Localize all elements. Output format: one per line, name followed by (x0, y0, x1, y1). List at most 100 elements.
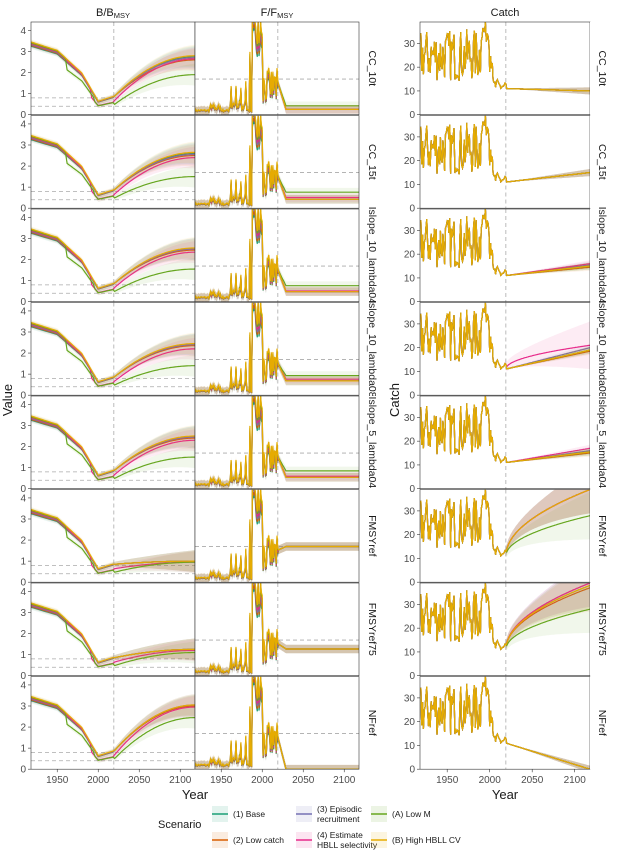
y-tick-label: 20 (404, 343, 416, 354)
y-tick-label: 30 (404, 226, 416, 237)
y-tick-label: 1 (20, 650, 26, 661)
strip-background (360, 209, 384, 302)
y-tick-label: 3 (20, 234, 26, 245)
series-line-(B) High HBLL CV (195, 396, 359, 488)
ribbon-(1) Base (31, 695, 195, 760)
ribbon-(1) Base (31, 511, 195, 573)
ribbon-(4) Estimate HBLL selectivity (420, 302, 590, 372)
legend-label-(B) High HBLL CV: (B) High HBLL CV (392, 835, 461, 845)
y-tick-label: 20 (404, 624, 416, 635)
ribbon-(3) Episodic recruitment (31, 603, 195, 666)
y-tick-label: 4 (20, 306, 26, 317)
strip-label-Islope_5_lambda04: Islope_5_lambda04 (366, 397, 378, 489)
y-tick-label: 0 (409, 671, 415, 682)
series-line-(B) High HBLL CV (31, 508, 195, 570)
series-line-(B) High HBLL CV (31, 695, 195, 757)
y-tick-label: 0 (409, 765, 415, 776)
y-tick-label: 2 (20, 723, 26, 734)
strip-label-Islope_10_lambda08: Islope_10_lambda08 (596, 300, 608, 398)
y-tick-label: 4 (20, 493, 26, 504)
panel-background (420, 676, 590, 770)
y-tick-label: 30 (404, 693, 416, 704)
panel-background (31, 22, 195, 115)
strip-background (360, 115, 384, 209)
legend-label-(4) Estimate HBLL selectivity: HBLL selectivity (317, 840, 378, 850)
strip-background (590, 302, 614, 396)
strip-label-Islope_10_lambda04: Islope_10_lambda04 (596, 207, 608, 305)
y-tick-label: 10 (404, 554, 416, 565)
y-tick-label: 1 (20, 370, 26, 381)
ribbon-(4) Estimate HBLL selectivity (420, 489, 590, 557)
strip-label-FMSYref75: FMSYref75 (366, 603, 378, 656)
y-tick-label: 0 (409, 110, 415, 121)
ribbon-(4) Estimate HBLL selectivity (31, 508, 195, 576)
y-tick-label: 30 (404, 319, 416, 330)
ribbon-(3) Episodic recruitment (31, 694, 195, 759)
panel-Islope_10_lambda08-2 (420, 302, 590, 396)
x-tick-label: 2000 (479, 775, 502, 786)
ribbon-(3) Episodic recruitment (420, 209, 590, 276)
strip-background (590, 209, 614, 302)
y-tick-label: 0 (20, 578, 26, 589)
x-tick-label: 2050 (521, 775, 544, 786)
panel-background (420, 209, 590, 302)
x-tick-label: 2000 (251, 775, 274, 786)
panel-border (194, 395, 360, 489)
y-tick-label: 30 (404, 600, 416, 611)
strip-background (360, 302, 384, 396)
y-tick-label: 3 (20, 47, 26, 58)
ribbon-(2) Low catch (420, 115, 590, 182)
strip-background (360, 676, 384, 770)
series-line-(B) High HBLL CV (195, 209, 359, 301)
panel-FMSYref75-0 (31, 583, 195, 676)
ribbon-(B) High HBLL CV (31, 226, 195, 291)
y-tick-label: 10 (404, 86, 416, 97)
panel-FMSYref75-1 (195, 583, 359, 676)
x-tick-label: 1950 (46, 775, 69, 786)
ribbon-(A) Low M (31, 601, 195, 670)
panel-background (420, 22, 590, 115)
series-line-(B) High HBLL CV (420, 489, 590, 557)
ribbon-(B) High HBLL CV (420, 209, 590, 276)
y-tick-label: 4 (20, 680, 26, 691)
ribbon-(1) Base (420, 396, 590, 463)
x-tick-label: 2050 (128, 775, 151, 786)
ribbon-(4) Estimate HBLL selectivity (31, 602, 195, 669)
y-tick-label: 2 (20, 68, 26, 79)
y-tick-label: 2 (20, 255, 26, 266)
ribbon-(3) Episodic recruitment (420, 583, 590, 650)
y-tick-label: 4 (20, 213, 26, 224)
series-line-(B) High HBLL CV (420, 583, 590, 651)
series-line-(B) High HBLL CV (195, 676, 359, 770)
ribbon-(B) High HBLL CV (31, 507, 195, 573)
title-main: F/F (261, 7, 278, 19)
y-tick-label: 30 (404, 506, 416, 517)
y-tick-label: 2 (20, 162, 26, 173)
title-main: B/B (96, 7, 114, 19)
strip-label-CC_15t: CC_15t (366, 144, 378, 180)
panel-FMSYref-1 (195, 489, 359, 583)
ribbon-(1) Base (31, 604, 195, 666)
y-tick-label: 0 (409, 391, 415, 402)
y-tick-label: 1 (20, 276, 26, 287)
y-tick-label: 20 (404, 437, 416, 448)
y-axis-title-left: Value (0, 384, 15, 416)
y-tick-label: 1 (20, 463, 26, 474)
ribbon-(A) Low M (420, 583, 590, 651)
legend: Scenario (1) Base (2) Low catch (3) Episodi… (158, 804, 461, 850)
ribbon-(2) Low catch (420, 396, 590, 463)
panel-FMSYref-0 (31, 489, 195, 583)
y-tick-label: 2 (20, 349, 26, 360)
ribbon-(B) High HBLL CV (31, 133, 195, 198)
ribbon-(B) High HBLL CV (31, 413, 195, 478)
legend-label-(1) Base: (1) Base (233, 809, 265, 819)
y-tick-label: 4 (20, 587, 26, 598)
strip-label-FMSYref: FMSYref (366, 515, 378, 557)
series-line-(B) High HBLL CV (31, 321, 195, 383)
panel-border (194, 676, 360, 770)
panel-CC_15t-2 (420, 115, 590, 209)
y-tick-label: 0 (20, 391, 26, 402)
y-tick-label: 0 (409, 578, 415, 589)
panel-background (420, 396, 590, 489)
